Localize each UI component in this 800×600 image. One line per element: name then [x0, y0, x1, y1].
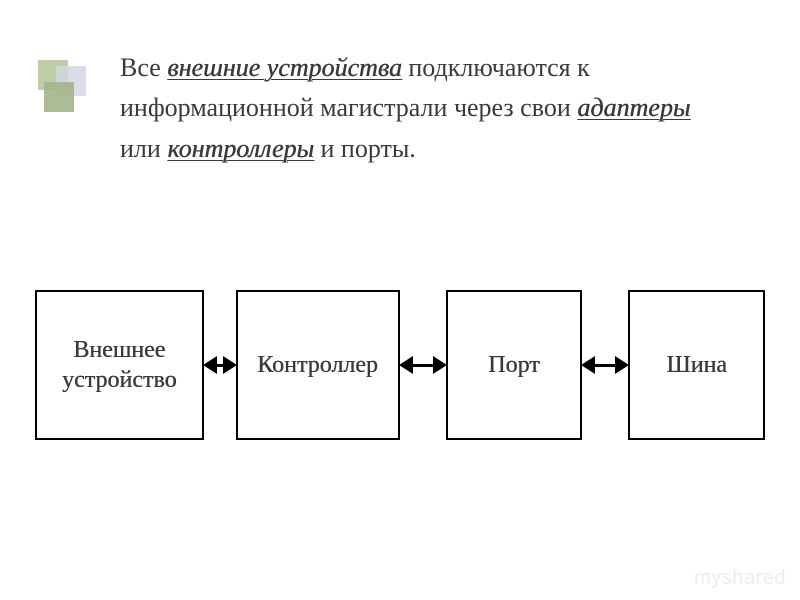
watermark: myshared	[694, 567, 786, 590]
arrowhead-right-icon	[615, 356, 629, 374]
arrowhead-right-icon	[433, 356, 447, 374]
intro-keyword-devices: внешние устройства	[167, 53, 402, 82]
arrowhead-left-icon	[399, 356, 413, 374]
flow-node-label-line: устройство	[62, 365, 177, 395]
flow-node: Контроллер	[236, 290, 400, 440]
connector-arrow	[581, 356, 629, 374]
flow-node-label-line: Контроллер	[257, 350, 378, 380]
flow-node-label-line: Шина	[666, 350, 727, 380]
arrow-line	[595, 364, 615, 367]
flow-node-label: Внешнееустройство	[62, 335, 177, 395]
flow-node: Порт	[446, 290, 583, 440]
intro-text-1: Все	[120, 53, 167, 82]
intro-text-4: и порты.	[314, 134, 416, 163]
intro-keyword-controllers: контроллеры	[167, 134, 314, 163]
flow-node-label-line: Внешнее	[62, 335, 177, 365]
arrowhead-left-icon	[581, 356, 595, 374]
flow-node-label-line: Порт	[488, 350, 540, 380]
intro-keyword-adapters: адаптеры	[577, 93, 690, 122]
flow-node: Шина	[628, 290, 765, 440]
arrowhead-right-icon	[223, 356, 237, 374]
flow-node: Внешнееустройство	[35, 290, 204, 440]
connector-arrow	[399, 356, 447, 374]
flow-node-label: Шина	[666, 350, 727, 380]
flow-diagram: Внешнееустройство Контроллер Порт Шина	[35, 290, 765, 440]
arrow-line	[413, 364, 433, 367]
connector-arrow	[203, 356, 237, 374]
flow-node-label: Контроллер	[257, 350, 378, 380]
intro-text-3: или	[120, 134, 167, 163]
intro-paragraph: Все внешние устройства подключаются к ин…	[120, 48, 720, 169]
flow-node-label: Порт	[488, 350, 540, 380]
arrowhead-left-icon	[203, 356, 217, 374]
decorative-squares	[38, 60, 98, 120]
deco-square-3	[44, 82, 74, 112]
